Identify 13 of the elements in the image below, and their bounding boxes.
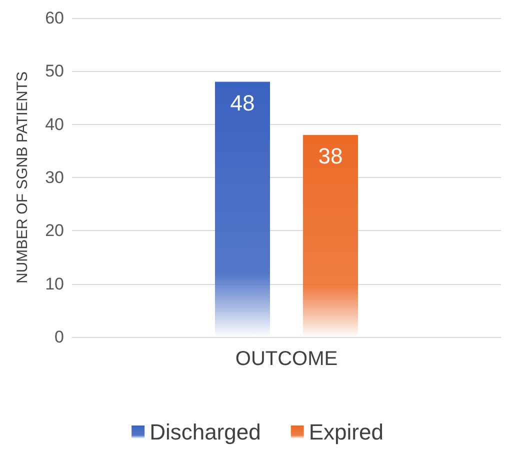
data-label: 38 bbox=[318, 143, 343, 168]
y-tick-label: 60 bbox=[45, 8, 64, 28]
y-tick-label: 0 bbox=[54, 328, 64, 346]
y-tick-label: 10 bbox=[45, 274, 64, 294]
y-tick-label: 30 bbox=[45, 168, 64, 187]
data-label: 48 bbox=[230, 90, 255, 116]
x-tick-label: OUTCOME bbox=[235, 348, 338, 370]
y-tick-label: 20 bbox=[45, 221, 64, 240]
y-axis-title: NUMBER OF SGNB PATIENTS bbox=[14, 72, 31, 284]
y-tick-label: 50 bbox=[45, 62, 64, 81]
legend-label: Discharged bbox=[150, 420, 261, 444]
y-tick-label: 40 bbox=[45, 114, 64, 134]
legend-label: Expired bbox=[308, 420, 384, 444]
